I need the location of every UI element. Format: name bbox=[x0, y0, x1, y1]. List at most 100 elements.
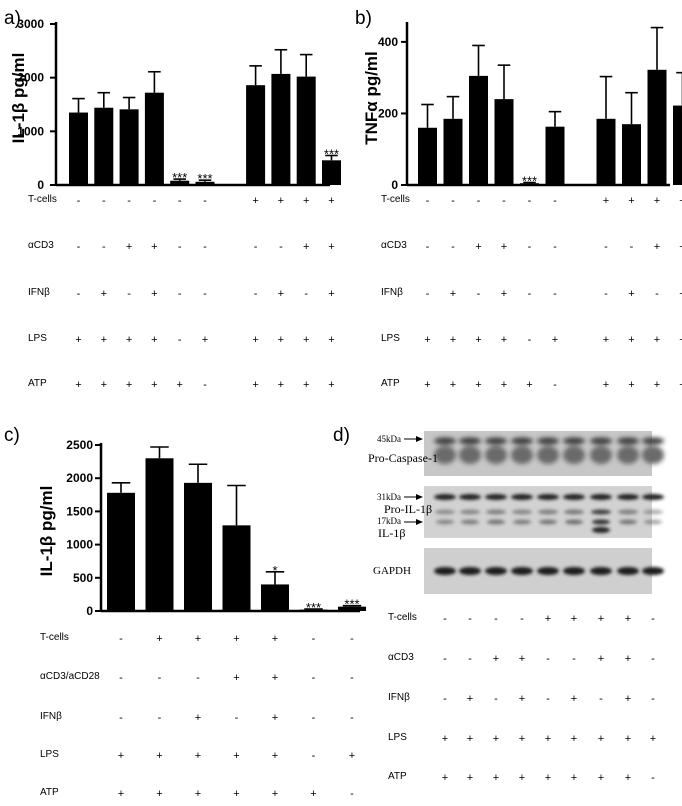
condition-symbol: + bbox=[202, 334, 208, 346]
condition-symbol: - bbox=[304, 288, 308, 300]
condition-symbol: + bbox=[328, 288, 334, 300]
condition-symbol: - bbox=[196, 672, 200, 684]
blot-label-il-1b: IL-1β bbox=[378, 526, 405, 540]
condition-symbol: + bbox=[278, 379, 284, 391]
condition-symbol: + bbox=[195, 750, 201, 762]
bar bbox=[195, 181, 215, 185]
condition-symbol: - bbox=[546, 693, 550, 705]
band-pro-caspase-1-smear bbox=[563, 446, 585, 464]
condition-symbol: + bbox=[654, 241, 660, 253]
condition-symbol: + bbox=[545, 772, 551, 784]
condition-label: LPS bbox=[40, 749, 59, 760]
condition-symbol: - bbox=[254, 288, 258, 300]
band-pro-caspase-1 bbox=[537, 437, 559, 445]
condition-symbol: + bbox=[625, 733, 631, 745]
band-il-1b-upper bbox=[460, 509, 480, 515]
band-gapdh bbox=[485, 567, 507, 575]
condition-symbol: + bbox=[603, 334, 609, 346]
condition-symbol: + bbox=[654, 334, 660, 346]
condition-label: ATP bbox=[40, 787, 59, 798]
condition-symbol: + bbox=[679, 334, 682, 346]
condition-symbol: - bbox=[426, 195, 430, 207]
band-pro-caspase-1-smear bbox=[434, 446, 456, 464]
y-tick-label: 200 bbox=[378, 106, 398, 120]
condition-symbol: + bbox=[151, 241, 157, 253]
condition-symbol: + bbox=[233, 750, 239, 762]
y-tick-label: 1000 bbox=[66, 538, 93, 552]
condition-symbol: - bbox=[119, 672, 123, 684]
condition-symbol: - bbox=[553, 241, 557, 253]
band-pro-il-1b bbox=[485, 494, 507, 500]
condition-symbol: - bbox=[119, 712, 123, 724]
condition-label: T-cells bbox=[28, 194, 57, 205]
band-pro-caspase-1-smear bbox=[485, 446, 507, 464]
condition-symbol: - bbox=[235, 712, 239, 724]
condition-symbol: + bbox=[328, 379, 334, 391]
condition-symbol: + bbox=[272, 788, 278, 800]
condition-symbol: - bbox=[604, 241, 608, 253]
y-tick-label: 0 bbox=[86, 604, 93, 618]
condition-symbol: + bbox=[475, 241, 481, 253]
condition-symbol: - bbox=[203, 379, 207, 391]
condition-symbol: + bbox=[598, 733, 604, 745]
band-il-1b-upper bbox=[591, 509, 611, 515]
condition-symbol: + bbox=[519, 772, 525, 784]
condition-label: IFNβ bbox=[381, 287, 403, 298]
band-gapdh bbox=[511, 567, 533, 575]
y-tick-label: 2000 bbox=[17, 71, 44, 85]
condition-symbol: - bbox=[651, 653, 655, 665]
band-pro-il-1b bbox=[642, 494, 664, 500]
western-blot-panel: 45kDa Pro-Caspase-1 31kDa Pro-IL-1β 17kD… bbox=[368, 431, 664, 784]
band-pro-il-1b bbox=[459, 494, 481, 500]
condition-symbol: + bbox=[501, 241, 507, 253]
significance-marker: *** bbox=[197, 171, 212, 186]
band-il-1b-strong bbox=[592, 527, 610, 533]
marker-45kda: 45kDa bbox=[377, 434, 401, 444]
condition-symbol: - bbox=[468, 653, 472, 665]
band-pro-il-1b bbox=[537, 494, 559, 500]
band-pro-caspase-1 bbox=[617, 437, 639, 445]
bar bbox=[647, 69, 667, 185]
condition-symbol: + bbox=[526, 379, 532, 391]
condition-symbol: - bbox=[203, 241, 207, 253]
condition-symbol: + bbox=[650, 733, 656, 745]
condition-symbol: + bbox=[628, 334, 634, 346]
condition-symbol: - bbox=[477, 195, 481, 207]
condition-symbol: + bbox=[598, 653, 604, 665]
condition-symbol: + bbox=[278, 288, 284, 300]
bar bbox=[299, 609, 328, 611]
marker-31kda-arrowhead bbox=[416, 494, 423, 500]
condition-symbol: + bbox=[126, 241, 132, 253]
bar bbox=[296, 76, 316, 185]
condition-symbol: + bbox=[303, 334, 309, 346]
condition-symbol: - bbox=[77, 241, 81, 253]
chart-panel-a: 0 1000 2000 3000 IL-1β pg/ml *** *** *** T-cells… bbox=[9, 17, 341, 391]
condition-symbol: - bbox=[350, 712, 354, 724]
condition-symbol: + bbox=[467, 693, 473, 705]
condition-symbol: + bbox=[519, 693, 525, 705]
condition-symbol: + bbox=[424, 334, 430, 346]
bar bbox=[94, 107, 114, 185]
condition-label: T-cells bbox=[40, 632, 69, 643]
significance-marker: *** bbox=[306, 600, 321, 615]
condition-symbol: + bbox=[101, 334, 107, 346]
condition-symbol: - bbox=[350, 633, 354, 645]
condition-symbol: + bbox=[571, 613, 577, 625]
band-pro-caspase-1 bbox=[434, 437, 456, 445]
band-gapdh bbox=[459, 567, 481, 575]
condition-symbol: + bbox=[156, 788, 162, 800]
condition-symbol: + bbox=[475, 379, 481, 391]
band-gapdh bbox=[617, 567, 639, 575]
condition-symbol: - bbox=[350, 788, 354, 800]
condition-symbol: + bbox=[679, 195, 682, 207]
bar bbox=[271, 73, 291, 185]
condition-symbol: + bbox=[598, 772, 604, 784]
bar bbox=[144, 92, 164, 185]
blot-label-pro-caspase-1: Pro-Caspase-1 bbox=[368, 451, 438, 465]
bar bbox=[119, 109, 139, 185]
band-pro-caspase-1 bbox=[511, 437, 533, 445]
bar bbox=[622, 124, 641, 185]
condition-symbol: + bbox=[310, 788, 316, 800]
condition-symbol: + bbox=[679, 241, 682, 253]
